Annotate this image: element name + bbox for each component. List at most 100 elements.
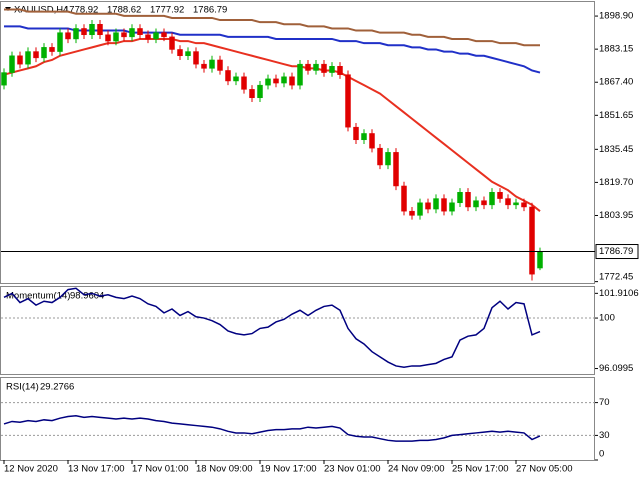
candle-body (169, 36, 175, 50)
candle-body (49, 47, 55, 52)
x-tick-label: 24 Nov 09:00 (388, 464, 445, 475)
candle-body (513, 202, 519, 206)
candle-body (497, 192, 503, 199)
candle-body (369, 133, 375, 149)
candle-body (465, 192, 471, 208)
candle-body (345, 74, 351, 128)
moving-average (3, 37, 541, 212)
candle-body (321, 63, 327, 73)
candle-body (393, 152, 399, 187)
candle-body (257, 84, 263, 99)
candle-body (377, 147, 383, 166)
candle-body (153, 32, 159, 40)
y-tick-label: 100 (599, 313, 615, 324)
x-tick-label: 23 Nov 01:00 (324, 464, 381, 475)
rsi-value: 29.2766 (40, 382, 74, 393)
y-tick-label: 70 (599, 397, 610, 408)
momentum-value: 98.9604 (70, 291, 104, 302)
candle-body (89, 24, 95, 36)
main-panel-frame (0, 1, 595, 284)
candle-body (97, 24, 103, 36)
candle-body (361, 133, 367, 141)
momentum-title: Momentum(14) (6, 291, 70, 302)
candle-body (353, 126, 359, 141)
candle-body (289, 76, 295, 86)
candle-body (25, 51, 31, 65)
candle-body (265, 78, 271, 86)
candle-body (209, 59, 215, 69)
candle-body (489, 192, 495, 206)
x-tick-label: 13 Nov 17:00 (68, 464, 125, 475)
current-price-box (595, 244, 639, 260)
candle-body (41, 47, 47, 59)
candle-body (145, 34, 151, 40)
candle-body (505, 198, 511, 206)
candle-body (65, 32, 71, 40)
current-high: 1788.62 (107, 5, 141, 16)
candle-body (521, 202, 527, 208)
x-tick-label: 12 Nov 2020 (4, 464, 58, 475)
candle-body (457, 192, 463, 204)
candle-body (249, 89, 255, 99)
candle-body (137, 28, 143, 36)
y-tick-label: 1772.45 (599, 272, 633, 283)
candle-body (9, 55, 15, 73)
momentum-panel-frame (0, 286, 595, 375)
current-open: 1778.92 (64, 5, 98, 16)
rsi-title: RSI(14) (6, 382, 39, 393)
candle-body (225, 70, 231, 82)
moving-average (4, 8, 540, 47)
candle-body (73, 28, 79, 40)
candle-body (281, 76, 287, 84)
candle-body (425, 202, 431, 210)
candle-body (537, 251, 543, 269)
candle-body (233, 76, 239, 82)
candle-body (481, 200, 487, 206)
current-close: 1786.79 (193, 5, 227, 16)
indicator-line (3, 414, 541, 442)
candle-body (329, 66, 335, 73)
y-tick-label: 1851.65 (599, 110, 633, 121)
candle-body (337, 66, 343, 75)
candle-body (185, 51, 191, 57)
y-tick-label: 1819.70 (599, 177, 633, 188)
y-tick-label: 101.9106 (599, 288, 639, 299)
candle-body (449, 202, 455, 212)
x-tick-label: 19 Nov 17:00 (260, 464, 317, 475)
y-tick-label: 30 (599, 430, 610, 441)
x-tick-label: 27 Nov 05:00 (516, 464, 573, 475)
candle-body (441, 198, 447, 212)
rsi-panel-frame (0, 377, 595, 461)
y-tick-label: 1867.40 (599, 77, 633, 88)
candle-body (297, 63, 303, 86)
candle-body (417, 202, 423, 216)
candle-body (129, 28, 135, 38)
chart-title: XAUUSD,H4 (14, 5, 68, 16)
candle-body (409, 210, 415, 216)
candle-body (177, 49, 183, 57)
candle-body (273, 78, 279, 84)
candle-body (121, 32, 127, 38)
candle-body (201, 63, 207, 69)
candle-body (529, 206, 535, 275)
candle-body (305, 63, 311, 71)
candle-body (193, 51, 199, 65)
candle-body (105, 34, 111, 42)
candle-body (217, 59, 223, 71)
y-tick-label: 0 (599, 449, 604, 460)
y-tick-label: 1803.95 (599, 210, 633, 221)
x-tick-label: 18 Nov 09:00 (196, 464, 253, 475)
x-tick-label: 17 Nov 01:00 (132, 464, 189, 475)
y-tick-label: 1883.15 (599, 44, 633, 55)
candle-body (241, 76, 247, 90)
x-tick-label: 25 Nov 17:00 (452, 464, 509, 475)
y-tick-label: 1835.45 (599, 144, 633, 155)
candle-body (17, 55, 23, 65)
indicator-line (3, 287, 541, 368)
candle-body (113, 32, 119, 42)
candle-body (161, 32, 167, 38)
candle-body (33, 51, 39, 59)
y-tick-label: 96.0995 (599, 363, 633, 374)
